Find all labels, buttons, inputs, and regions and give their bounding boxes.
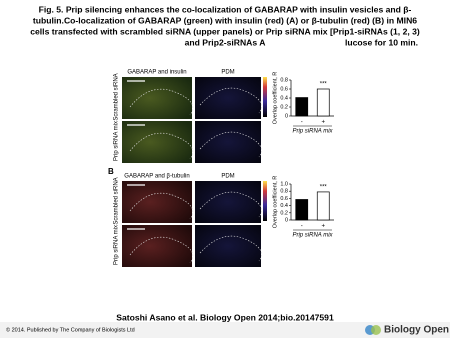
row-label: Scrambled siRNA <box>114 73 120 120</box>
y-tick-label: 0.6 <box>280 86 288 92</box>
footer: © 2014. Published by The Company of Biol… <box>6 326 135 333</box>
title-line: tubulin.Co-localization of GABARAP (gree… <box>33 15 417 25</box>
x-tick-label: - <box>301 120 303 126</box>
y-tick-label: 0.4 <box>280 95 288 101</box>
bar <box>295 199 309 221</box>
y-axis-label: Overlap coefficient, R <box>272 72 278 125</box>
significance: *** <box>320 82 328 88</box>
panel-label: B <box>108 167 114 176</box>
title-line: Fig. 5. Prip silencing enhances the co-l… <box>39 4 412 14</box>
image-title: GABARAP and insulin <box>127 70 186 76</box>
significance: *** <box>320 184 328 190</box>
y-tick-label: 0.2 <box>280 104 288 110</box>
y-tick-label: 0.4 <box>280 203 288 209</box>
y-axis-label: Overlap coefficient, R <box>272 176 278 229</box>
micrograph <box>195 181 261 223</box>
micrograph <box>122 181 192 223</box>
y-tick-label: 0.8 <box>280 189 288 195</box>
citation: Satoshi Asano et al. Biology Open 2014;b… <box>116 312 334 322</box>
micrograph <box>122 121 192 163</box>
footer-bar <box>0 322 450 338</box>
cell-outline <box>129 236 194 264</box>
row-label: Prip siRNA mix <box>114 225 120 265</box>
x-tick-label: + <box>321 120 325 126</box>
cell-outline <box>129 192 194 220</box>
logo: Biology Open <box>384 325 449 336</box>
bar <box>316 88 330 117</box>
y-tick-label: 0.2 <box>280 210 288 216</box>
image-title: PDM <box>221 70 234 76</box>
micrograph <box>195 77 261 119</box>
image-title: PDM <box>221 174 234 180</box>
micrograph <box>195 121 261 163</box>
micrograph <box>122 77 192 119</box>
color-bar <box>263 181 267 221</box>
y-tick-label: 0 <box>285 113 288 119</box>
row-label: Prip siRNA mix <box>114 121 120 161</box>
bar <box>316 191 330 221</box>
y-tick-label: 0.6 <box>280 196 288 202</box>
y-tick-label: 0.8 <box>280 77 288 83</box>
micrograph <box>195 225 261 267</box>
x-tick-label: + <box>321 224 325 230</box>
x-tick-label: - <box>301 224 303 230</box>
x-axis-label: Prip siRNA mix <box>292 233 333 239</box>
title-end: lucose for 10 min. <box>345 37 418 47</box>
logo-icon <box>371 325 381 335</box>
bar <box>295 97 309 117</box>
y-tick-label: 0 <box>285 217 288 223</box>
x-axis-label: Prip siRNA mix <box>292 129 333 135</box>
color-bar <box>263 77 267 117</box>
y-tick-label: 1.0 <box>280 181 288 187</box>
image-title: GABARAP and β-tubulin <box>124 174 189 180</box>
title-line: and Prip2-siRNAs A <box>185 37 266 47</box>
title-line: cells transfected with scrambled siRNA (… <box>30 26 420 36</box>
row-label: Scrambled siRNA <box>114 177 120 224</box>
cell-outline <box>129 88 194 116</box>
micrograph <box>122 225 192 267</box>
cell-outline <box>129 132 194 160</box>
